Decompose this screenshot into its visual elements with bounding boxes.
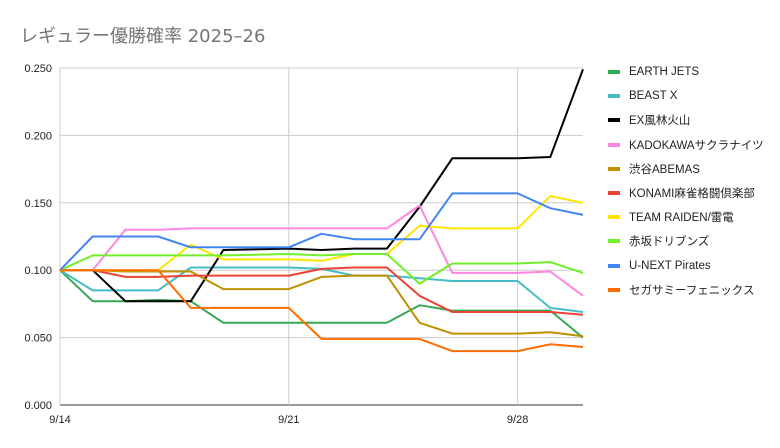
series-line-9 (60, 269, 584, 353)
legend-label: U-NEXT Pirates (629, 259, 711, 272)
legend-item[interactable]: 渋谷ABEMAS (608, 157, 764, 181)
legend-item[interactable]: BEAST X (608, 84, 764, 108)
y-tick-label: 0.200 (24, 130, 52, 142)
legend-swatch (608, 191, 620, 196)
line-chart: 0.000 0.050 0.100 0.150 0.200 0.250 9/14 9/21 9/… (24, 63, 584, 426)
y-tick-label: 0.000 (24, 400, 52, 412)
legend-item[interactable]: U-NEXT Pirates (608, 254, 764, 278)
series-line-5 (60, 266, 584, 316)
legend-swatch (608, 239, 620, 244)
series-line-2 (60, 68, 584, 303)
y-tick-label: 0.250 (24, 63, 52, 75)
series-lines (59, 68, 584, 353)
legend-label: KADOKAWAサクラナイツ (629, 139, 764, 152)
legend-item[interactable]: EARTH JETS (608, 60, 764, 84)
legend-swatch (608, 287, 620, 292)
legend-item[interactable]: KADOKAWAサクラナイツ (608, 133, 764, 157)
legend-label: TEAM RAIDEN/雷電 (629, 212, 734, 225)
legend-swatch (608, 118, 620, 123)
legend-swatch (608, 166, 620, 171)
legend-label: 赤坂ドリブンズ (629, 236, 710, 249)
series-line-4 (60, 269, 584, 338)
x-tick-label: 9/28 (507, 414, 528, 426)
legend-label: EX風林火山 (629, 115, 691, 128)
chart-title: レギュラー優勝確率 2025–26 (20, 26, 266, 47)
legend-swatch (608, 70, 620, 75)
legend-item[interactable]: KONAMI麻雀格闘倶楽部 (608, 181, 764, 205)
legend-swatch (608, 94, 620, 99)
series-line-1 (59, 266, 584, 313)
series-line-8 (59, 192, 584, 271)
legend-item[interactable]: EX風林火山 (608, 108, 764, 132)
legend-swatch (608, 263, 620, 268)
y-tick-label: 0.150 (24, 198, 52, 210)
tick-labels: 0.000 0.050 0.100 0.150 0.200 0.250 9/14 9/21 9/… (24, 63, 528, 426)
legend-label: KONAMI麻雀格闘倶楽部 (629, 188, 755, 201)
legend-item[interactable]: セガサミーフェニックス (608, 278, 764, 302)
series-line-3 (60, 204, 584, 297)
legend-swatch (608, 215, 620, 220)
legend-item[interactable]: TEAM RAIDEN/雷電 (608, 205, 764, 229)
legend-label: EARTH JETS (629, 66, 700, 79)
legend: EARTH JETS BEAST X EX風林火山 KADOKAWAサクラナイツ 渋谷A… (608, 60, 764, 302)
x-tick-label: 9/21 (278, 414, 299, 426)
y-tick-label: 0.100 (24, 265, 52, 277)
legend-label: BEAST X (629, 90, 678, 103)
legend-label: 渋谷ABEMAS (629, 163, 700, 176)
legend-swatch (608, 142, 620, 147)
legend-item[interactable]: 赤坂ドリブンズ (608, 229, 764, 253)
series-line-7 (59, 253, 584, 285)
y-tick-label: 0.050 (24, 333, 52, 345)
x-tick-label: 9/14 (49, 414, 70, 426)
legend-label: セガサミーフェニックス (629, 284, 755, 297)
